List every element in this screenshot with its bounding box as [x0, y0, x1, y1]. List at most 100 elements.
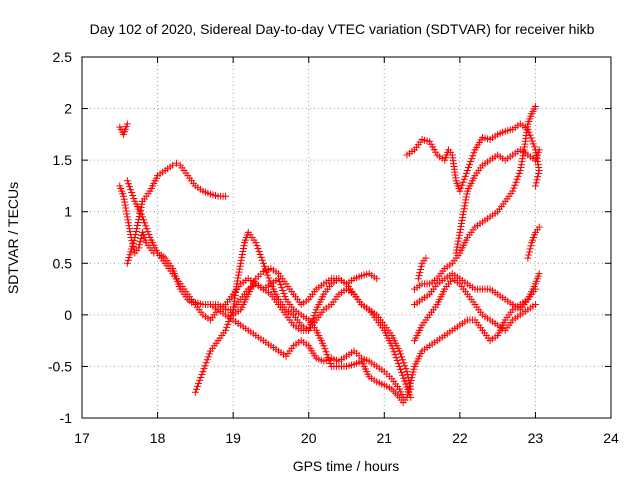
data-point [469, 152, 477, 160]
data-point [127, 186, 135, 194]
data-point [468, 155, 476, 163]
data-point [129, 239, 137, 247]
y-tick-label: 2 [64, 101, 72, 117]
data-point [197, 373, 205, 381]
data-point [462, 196, 470, 204]
series-s14 [414, 254, 430, 283]
data-point [127, 248, 135, 256]
data-point [458, 181, 466, 189]
data-point [239, 245, 247, 253]
data-point [123, 120, 131, 128]
series-s6 [206, 301, 407, 401]
series-s9 [452, 146, 543, 257]
data-point [398, 353, 406, 361]
data-point [373, 275, 381, 283]
x-axis-label: GPS time / hours [293, 458, 400, 474]
data-point [131, 234, 139, 241]
data-point [391, 351, 399, 359]
data-point [123, 210, 131, 218]
data-point [126, 228, 134, 236]
data-point [403, 368, 411, 376]
data-point [311, 309, 319, 317]
data-point [135, 244, 143, 252]
data-point [518, 155, 526, 163]
data-point [125, 222, 133, 230]
data-point [279, 287, 287, 295]
data-point [132, 230, 140, 238]
data-point [457, 220, 465, 228]
x-tick-label: 20 [301, 430, 317, 446]
data-point [145, 231, 153, 239]
data-point [467, 158, 475, 166]
x-tick-label: 17 [74, 430, 90, 446]
data-point [529, 140, 537, 148]
data-point [405, 379, 413, 387]
data-point [196, 376, 204, 384]
data-point [194, 382, 202, 390]
data-point [280, 289, 288, 297]
data-point [238, 250, 246, 258]
data-point [531, 301, 539, 309]
axis-ticks [81, 56, 612, 419]
data-point [235, 271, 243, 279]
data-point [266, 277, 274, 285]
series-s3 [123, 159, 230, 267]
data-point [407, 385, 415, 393]
data-point [535, 146, 543, 154]
data-point [512, 178, 520, 186]
data-point [236, 265, 244, 273]
data-point [525, 248, 533, 256]
data-point [204, 353, 212, 361]
data-point [133, 221, 141, 229]
data-point [401, 377, 409, 385]
data-point [534, 173, 542, 181]
data-point [307, 320, 315, 328]
data-point [461, 172, 469, 180]
data-point [535, 166, 543, 174]
data-point [126, 183, 134, 191]
data-point [462, 193, 470, 201]
data-point [513, 175, 521, 183]
data-point [463, 166, 471, 174]
x-tick-label: 21 [376, 430, 392, 446]
series-s4 [123, 177, 415, 401]
data-point [306, 323, 314, 331]
x-tick-label: 19 [225, 430, 241, 446]
data-point [519, 152, 527, 160]
data-point [464, 164, 472, 172]
data-point [459, 178, 467, 186]
data-point [128, 245, 136, 253]
data-point [400, 359, 408, 367]
data-point [195, 379, 203, 387]
data-point [400, 374, 408, 382]
data-point [454, 240, 462, 248]
data-point [225, 317, 233, 325]
data-point [517, 164, 525, 172]
data-point [460, 205, 468, 213]
y-tick-label: -1 [60, 410, 73, 426]
data-point [277, 281, 285, 289]
data-point [470, 149, 478, 157]
data-point [398, 368, 406, 376]
data-point [532, 179, 540, 187]
data-point [457, 184, 465, 192]
data-point [128, 242, 136, 250]
data-point [457, 222, 465, 230]
data-point [453, 243, 461, 251]
data-point [254, 245, 262, 253]
data-point [459, 211, 467, 219]
data-point [253, 242, 261, 250]
data-point [399, 371, 407, 379]
series-s13 [524, 223, 543, 262]
data-point [169, 161, 177, 169]
y-tick-label: 2.5 [53, 49, 73, 65]
data-point [401, 362, 409, 370]
data-point [129, 192, 137, 200]
data-point [458, 217, 466, 225]
data-point [510, 184, 518, 192]
data-point [233, 277, 241, 285]
chart-title: Day 102 of 2020, Sidereal Day-to-day VTE… [90, 21, 595, 37]
data-point [130, 236, 138, 244]
data-point [278, 284, 286, 292]
data-point [422, 254, 430, 262]
